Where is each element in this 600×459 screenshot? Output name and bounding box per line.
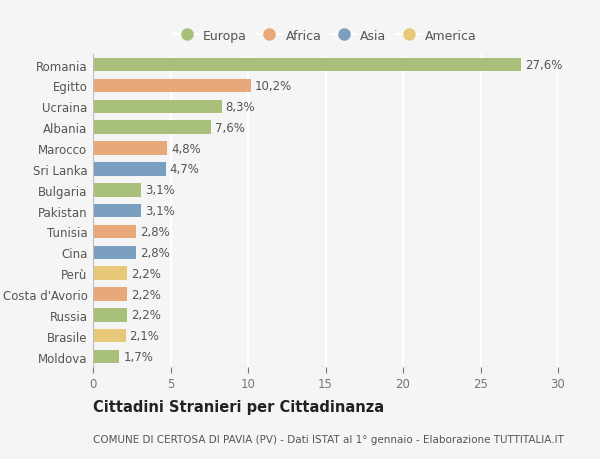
- Bar: [93, 121, 211, 134]
- Bar: [93, 329, 125, 343]
- Bar: [93, 308, 127, 322]
- Text: 2,1%: 2,1%: [130, 330, 160, 342]
- Text: Cittadini Stranieri per Cittadinanza: Cittadini Stranieri per Cittadinanza: [93, 399, 384, 414]
- Text: 4,7%: 4,7%: [170, 163, 200, 176]
- Text: 4,8%: 4,8%: [171, 142, 201, 155]
- Text: 2,2%: 2,2%: [131, 288, 161, 301]
- Bar: [93, 163, 166, 176]
- Text: COMUNE DI CERTOSA DI PAVIA (PV) - Dati ISTAT al 1° gennaio - Elaborazione TUTTIT: COMUNE DI CERTOSA DI PAVIA (PV) - Dati I…: [93, 434, 564, 444]
- Bar: [93, 79, 251, 93]
- Bar: [93, 142, 167, 156]
- Text: 2,2%: 2,2%: [131, 267, 161, 280]
- Bar: [93, 59, 521, 72]
- Bar: [93, 225, 136, 239]
- Text: 1,7%: 1,7%: [123, 350, 153, 363]
- Text: 2,2%: 2,2%: [131, 309, 161, 322]
- Bar: [93, 288, 127, 301]
- Bar: [93, 350, 119, 364]
- Legend: Europa, Africa, Asia, America: Europa, Africa, Asia, America: [174, 30, 477, 43]
- Text: 2,8%: 2,8%: [140, 225, 170, 238]
- Bar: [93, 204, 141, 218]
- Bar: [93, 184, 141, 197]
- Text: 3,1%: 3,1%: [145, 184, 175, 197]
- Bar: [93, 267, 127, 280]
- Bar: [93, 101, 221, 114]
- Text: 7,6%: 7,6%: [215, 122, 245, 134]
- Text: 10,2%: 10,2%: [255, 80, 292, 93]
- Bar: [93, 246, 136, 259]
- Text: 2,8%: 2,8%: [140, 246, 170, 259]
- Text: 3,1%: 3,1%: [145, 205, 175, 218]
- Text: 8,3%: 8,3%: [226, 101, 255, 113]
- Text: 27,6%: 27,6%: [524, 59, 562, 72]
